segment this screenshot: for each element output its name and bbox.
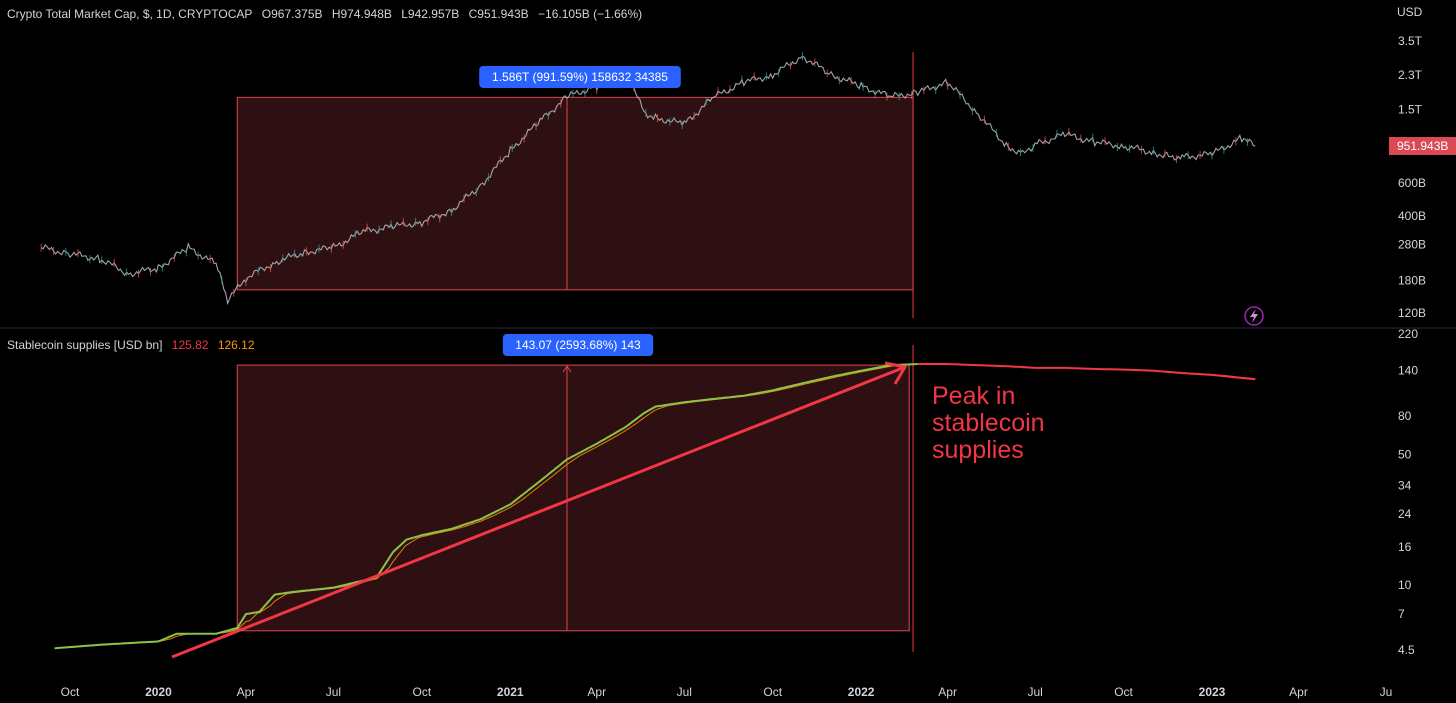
y-tick-bottom: 220 (1398, 327, 1418, 341)
market-cap-series (40, 55, 1256, 306)
x-tick: Oct (1114, 685, 1133, 699)
ohlc-low: L942.957B (401, 7, 460, 21)
y-tick-top: 180B (1398, 273, 1426, 287)
x-tick: 2020 (145, 685, 172, 699)
annotation-line: stablecoin (932, 409, 1045, 437)
y-tick-bottom: 4.5 (1398, 643, 1415, 657)
measure-label-bottom-bg (502, 334, 654, 356)
y-tick-top: 400B (1398, 209, 1426, 223)
ohlc-change: −16.105B (−1.66%) (538, 7, 643, 21)
ohlc-high: H974.948B (331, 7, 392, 21)
ohlc-close: C951.943B (468, 7, 529, 21)
x-tick: 2023 (1199, 685, 1226, 699)
y-tick-top: 120B (1398, 306, 1426, 320)
measure-box-top (236, 96, 914, 291)
x-tick: Oct (763, 685, 782, 699)
annotation-line: Peak in (932, 382, 1015, 410)
stablecoin-series-red (917, 363, 1256, 381)
x-tick: Apr (1289, 685, 1308, 699)
ohlc-open: O967.375B (261, 7, 323, 21)
y-tick-bottom: 16 (1398, 540, 1412, 554)
x-tick: Jul (1027, 685, 1042, 699)
y-tick-top: 2.3T (1398, 68, 1423, 82)
stablecoin-value-orange: 126.12 (217, 338, 255, 352)
x-tick: Oct (412, 685, 431, 699)
annotation-line: supplies (932, 436, 1024, 464)
x-tick: Apr (938, 685, 957, 699)
y-tick-bottom: 50 (1398, 447, 1412, 461)
measure-label-top-bg (479, 66, 681, 88)
lightning-icon (1244, 306, 1264, 326)
measure-arrowhead-bottom (562, 365, 572, 373)
x-tick: Oct (61, 685, 80, 699)
x-tick: Jul (326, 685, 341, 699)
currency-label: USD (1397, 5, 1423, 19)
y-tick-top: 600B (1398, 176, 1426, 190)
symbol-label[interactable]: Crypto Total Market Cap, $, 1D, CRYPTOCA… (7, 7, 253, 21)
chart-legend-header: Crypto Total Market Cap, $, 1D, CRYPTOCA… (7, 7, 648, 21)
stablecoin-legend: Stablecoin supplies [USD bn] 125.82 126.… (7, 338, 261, 352)
measure-label-bottom: 143.07 (2593.68%) 143 (515, 338, 641, 352)
y-tick-top: 280B (1398, 238, 1426, 252)
y-tick-top: 3.5T (1398, 34, 1423, 48)
y-tick-bottom: 7 (1398, 607, 1405, 621)
lightning-icon-ring (1244, 306, 1264, 326)
y-tick-top: 1.5T (1398, 102, 1423, 116)
x-tick: 2021 (497, 685, 524, 699)
price-badge (1389, 136, 1456, 155)
y-tick-bottom: 140 (1398, 364, 1418, 378)
stablecoin-series-green (54, 363, 918, 650)
x-tick: Apr (587, 685, 606, 699)
price-badge-label: 951.943B (1397, 139, 1448, 153)
trend-arrow-head (884, 361, 907, 385)
x-tick: Jul (677, 685, 692, 699)
x-tick: 2022 (848, 685, 875, 699)
stablecoin-value-red: 125.82 (171, 338, 209, 352)
measure-label-top: 1.586T (991.59%) 158632 34385 (492, 70, 668, 84)
lightning-icon-bolt (1250, 309, 1258, 323)
stablecoin-label[interactable]: Stablecoin supplies [USD bn] (7, 338, 163, 352)
trend-arrow (171, 365, 906, 659)
x-tick: Ju (1380, 685, 1393, 699)
y-tick-bottom: 24 (1398, 507, 1412, 521)
y-tick-bottom: 10 (1398, 578, 1412, 592)
x-tick: Apr (237, 685, 256, 699)
y-tick-bottom: 34 (1398, 479, 1412, 493)
y-tick-bottom: 80 (1398, 409, 1412, 423)
